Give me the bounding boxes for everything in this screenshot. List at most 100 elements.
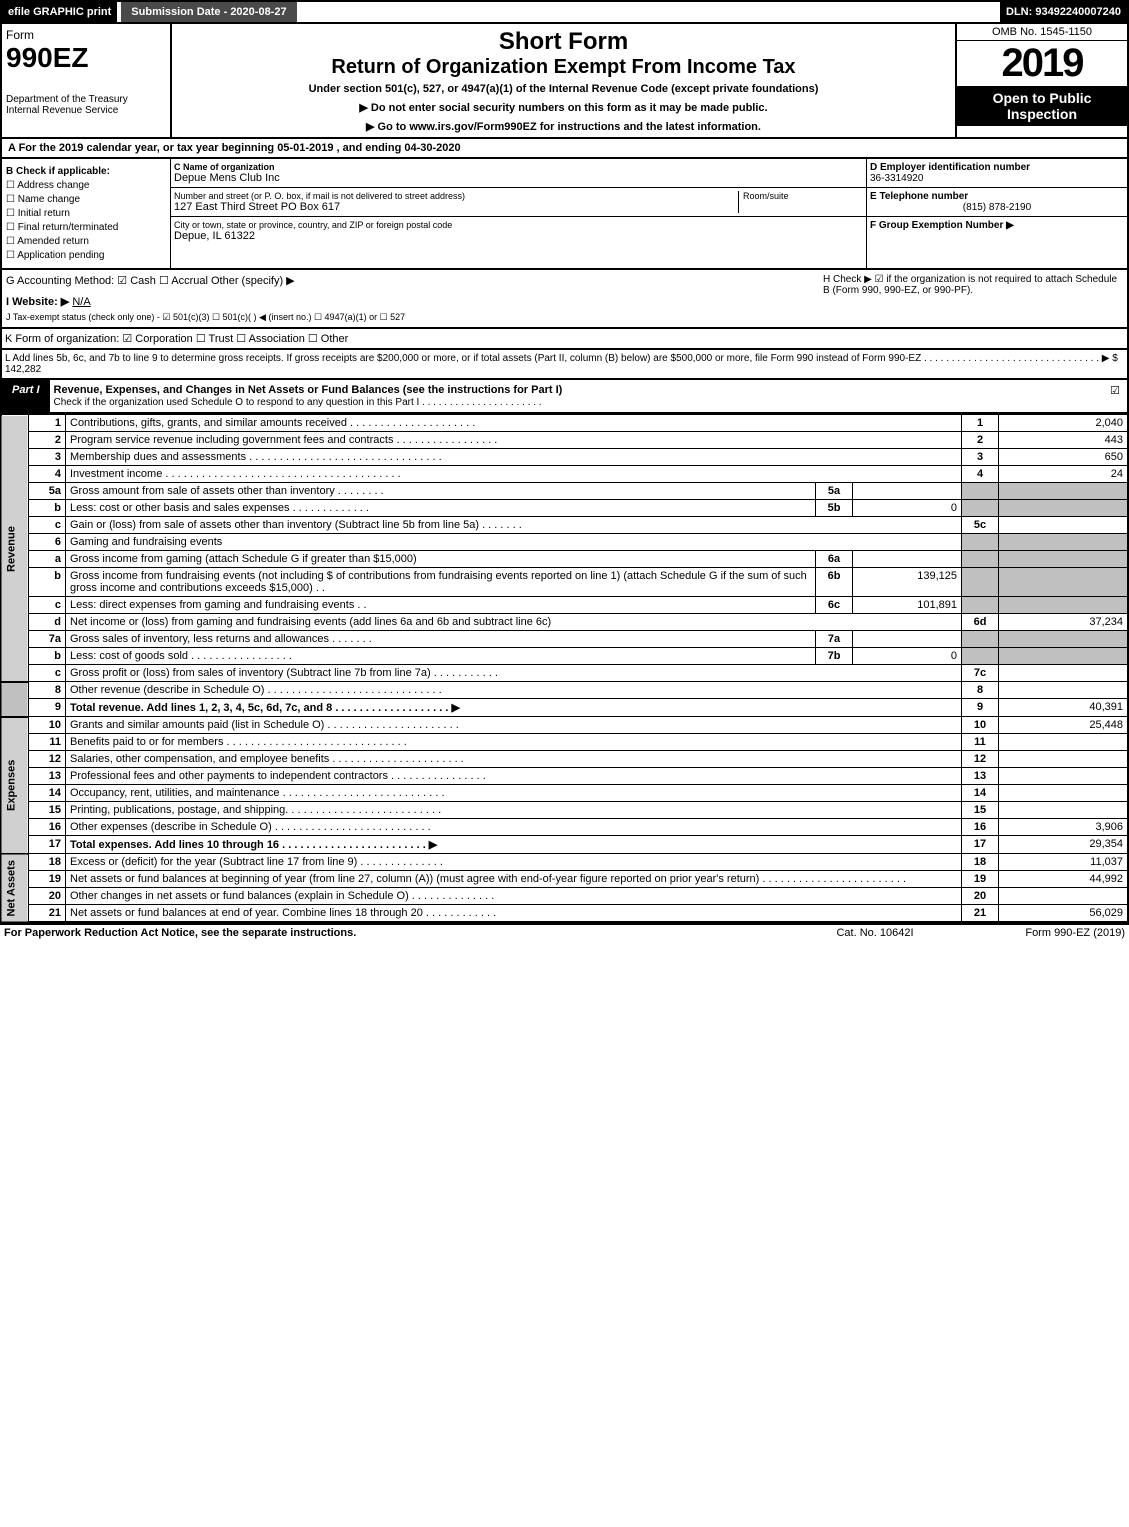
dept-label: Department of the Treasury xyxy=(6,94,166,105)
line-11-text: Benefits paid to or for members . . . . … xyxy=(66,734,962,751)
dln-label: DLN: 93492240007240 xyxy=(1000,2,1127,22)
line-16-num: 16 xyxy=(29,819,66,836)
cb-final-return[interactable]: ☐ Final return/terminated xyxy=(6,222,166,233)
line-6a-sublabel: 6a xyxy=(816,551,853,568)
line-12-value xyxy=(999,751,1129,768)
line-15-ncol: 15 xyxy=(962,802,999,819)
phone-label: E Telephone number xyxy=(870,191,1124,202)
line-7b-sublabel: 7b xyxy=(816,648,853,665)
ein-value: 36-3314920 xyxy=(870,173,1124,184)
line-17-num: 17 xyxy=(29,836,66,854)
page-footer: For Paperwork Reduction Act Notice, see … xyxy=(0,923,1129,941)
line-3-ncol: 3 xyxy=(962,449,999,466)
line-16-ncol: 16 xyxy=(962,819,999,836)
line-20-ncol: 20 xyxy=(962,888,999,905)
info-block: B Check if applicable: ☐ Address change … xyxy=(0,159,1129,270)
line-4-text: Investment income . . . . . . . . . . . … xyxy=(66,466,962,483)
line-8-num: 8 xyxy=(29,682,66,699)
line-1-value: 2,040 xyxy=(999,415,1129,432)
line-6c-text: Less: direct expenses from gaming and fu… xyxy=(66,597,816,614)
website-value: N/A xyxy=(72,296,90,308)
cb-application-pending[interactable]: ☐ Application pending xyxy=(6,250,166,261)
line-7b-shade xyxy=(962,648,999,665)
line-13-ncol: 13 xyxy=(962,768,999,785)
line-8-text: Other revenue (describe in Schedule O) .… xyxy=(66,682,962,699)
city-value: Depue, IL 61322 xyxy=(174,230,863,242)
line-6-shade-val xyxy=(999,534,1129,551)
line-2-value: 443 xyxy=(999,432,1129,449)
line-13-text: Professional fees and other payments to … xyxy=(66,768,962,785)
line-13-value xyxy=(999,768,1129,785)
line-6-num: 6 xyxy=(29,534,66,551)
top-bar: efile GRAPHIC print Submission Date - 20… xyxy=(0,0,1129,24)
line-4-num: 4 xyxy=(29,466,66,483)
line-5b-shade xyxy=(962,500,999,517)
line-21-text: Net assets or fund balances at end of ye… xyxy=(66,905,962,923)
line-7b-shade-val xyxy=(999,648,1129,665)
line-18-ncol: 18 xyxy=(962,854,999,871)
city-label: City or town, state or province, country… xyxy=(174,220,863,230)
line-5c-ncol: 5c xyxy=(962,517,999,534)
line-l-value: 142,282 xyxy=(5,364,41,375)
line-17-ncol: 17 xyxy=(962,836,999,854)
line-20-value xyxy=(999,888,1129,905)
submission-date: Submission Date - 2020-08-27 xyxy=(121,2,296,22)
line-5a-shade-val xyxy=(999,483,1129,500)
cb-name-change[interactable]: ☐ Name change xyxy=(6,194,166,205)
phone-value: (815) 878-2190 xyxy=(870,202,1124,213)
line-6d-ncol: 6d xyxy=(962,614,999,631)
line-5c-num: c xyxy=(29,517,66,534)
line-5a-num: 5a xyxy=(29,483,66,500)
line-5a-text: Gross amount from sale of assets other t… xyxy=(66,483,816,500)
netassets-sidebar: Net Assets xyxy=(1,854,29,923)
footer-left: For Paperwork Reduction Act Notice, see … xyxy=(4,927,805,939)
line-2-num: 2 xyxy=(29,432,66,449)
line-3-num: 3 xyxy=(29,449,66,466)
line-18-text: Excess or (deficit) for the year (Subtra… xyxy=(66,854,962,871)
line-6d-num: d xyxy=(29,614,66,631)
line-9-text: Total revenue. Add lines 1, 2, 3, 4, 5c,… xyxy=(66,699,962,717)
part-1-table: Revenue 1 Contributions, gifts, grants, … xyxy=(0,414,1129,923)
part-1-checkbox[interactable]: ☑ xyxy=(1103,380,1127,412)
open-public: Open to Public Inspection xyxy=(957,86,1127,126)
line-16-text: Other expenses (describe in Schedule O) … xyxy=(66,819,962,836)
form-word: Form xyxy=(6,28,166,42)
form-code: 990EZ xyxy=(6,42,166,74)
line-6a-num: a xyxy=(29,551,66,568)
cb-initial-return[interactable]: ☐ Initial return xyxy=(6,208,166,219)
line-9-value: 40,391 xyxy=(999,699,1129,717)
line-15-text: Printing, publications, postage, and shi… xyxy=(66,802,962,819)
line-21-ncol: 21 xyxy=(962,905,999,923)
line-6b-text: Gross income from fundraising events (no… xyxy=(66,568,816,597)
line-20-text: Other changes in net assets or fund bala… xyxy=(66,888,962,905)
footer-right: Form 990-EZ (2019) xyxy=(945,927,1125,939)
cb-amended-return[interactable]: ☐ Amended return xyxy=(6,236,166,247)
line-10-num: 10 xyxy=(29,717,66,734)
line-5b-sublabel: 5b xyxy=(816,500,853,517)
return-title: Return of Organization Exempt From Incom… xyxy=(176,56,951,79)
under-section: Under section 501(c), 527, or 4947(a)(1)… xyxy=(176,83,951,95)
revenue-sidebar-cont xyxy=(1,682,29,717)
line-3-text: Membership dues and assessments . . . . … xyxy=(66,449,962,466)
line-5c-value xyxy=(999,517,1129,534)
efile-label: efile GRAPHIC print xyxy=(2,2,117,22)
line-10-ncol: 10 xyxy=(962,717,999,734)
cb-address-change[interactable]: ☐ Address change xyxy=(6,180,166,191)
line-k: K Form of organization: ☑ Corporation ☐ … xyxy=(0,329,1129,350)
line-6-text: Gaming and fundraising events xyxy=(66,534,962,551)
line-13-num: 13 xyxy=(29,768,66,785)
line-14-ncol: 14 xyxy=(962,785,999,802)
line-19-num: 19 xyxy=(29,871,66,888)
line-7a-sublabel: 7a xyxy=(816,631,853,648)
line-6c-shade xyxy=(962,597,999,614)
line-6c-sublabel: 6c xyxy=(816,597,853,614)
line-12-num: 12 xyxy=(29,751,66,768)
line-7a-text: Gross sales of inventory, less returns a… xyxy=(66,631,816,648)
line-6a-text: Gross income from gaming (attach Schedul… xyxy=(66,551,816,568)
street-label: Number and street (or P. O. box, if mail… xyxy=(174,191,738,201)
line-1-text: Contributions, gifts, grants, and simila… xyxy=(66,415,962,432)
line-6b-shade xyxy=(962,568,999,597)
line-5b-text: Less: cost or other basis and sales expe… xyxy=(66,500,816,517)
line-5a-sublabel: 5a xyxy=(816,483,853,500)
street-value: 127 East Third Street PO Box 617 xyxy=(174,201,738,213)
